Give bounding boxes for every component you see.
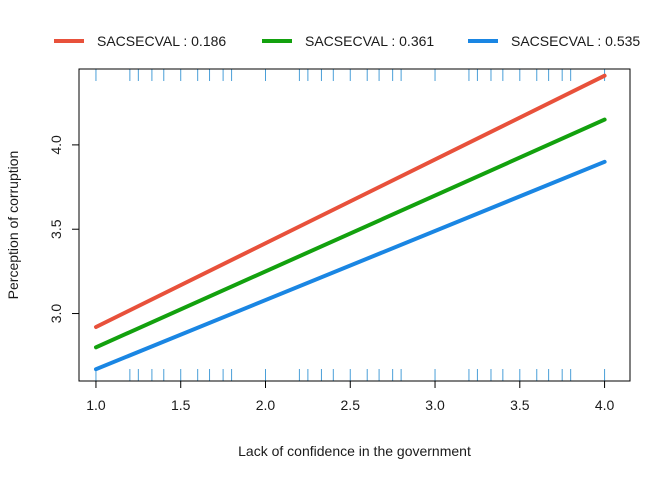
y-axis-title: Perception of corruption: [5, 151, 21, 300]
legend-label: SACSECVAL : 0.186: [97, 33, 226, 49]
series-lines: [94, 73, 607, 372]
legend-label: SACSECVAL : 0.361: [305, 33, 434, 49]
x-tick-label: 4.0: [595, 397, 615, 413]
legend-label: SACSECVAL : 0.535: [511, 33, 640, 49]
x-tick-label: 2.5: [341, 397, 361, 413]
series-line-2: [94, 117, 607, 350]
x-tick-label: 1.0: [86, 397, 106, 413]
y-tick-label: 3.0: [48, 304, 64, 324]
legend-item: SACSECVAL : 0.361: [262, 33, 434, 49]
series-line-3: [94, 159, 607, 372]
y-tick-label: 4.0: [48, 135, 64, 155]
legend-item: SACSECVAL : 0.535: [468, 33, 640, 49]
x-tick-label: 3.5: [510, 397, 530, 413]
y-axis: 3.0 3.5 4.0: [48, 135, 79, 323]
x-tick-label: 1.5: [171, 397, 191, 413]
y-tick-label: 3.5: [48, 219, 64, 239]
series-line-1: [94, 73, 607, 329]
legend-item: SACSECVAL : 0.186: [54, 33, 226, 49]
x-axis-title: Lack of confidence in the government: [238, 443, 471, 459]
legend: SACSECVAL : 0.186 SACSECVAL : 0.361 SACSEC…: [54, 33, 640, 49]
x-axis: 1.0 1.5 2.0 2.5 3.0 3.5 4.0: [86, 380, 615, 413]
rug-marks: [95, 69, 606, 381]
x-tick-label: 3.0: [425, 397, 445, 413]
x-tick-label: 2.0: [256, 397, 276, 413]
plot-frame: [78, 68, 631, 382]
